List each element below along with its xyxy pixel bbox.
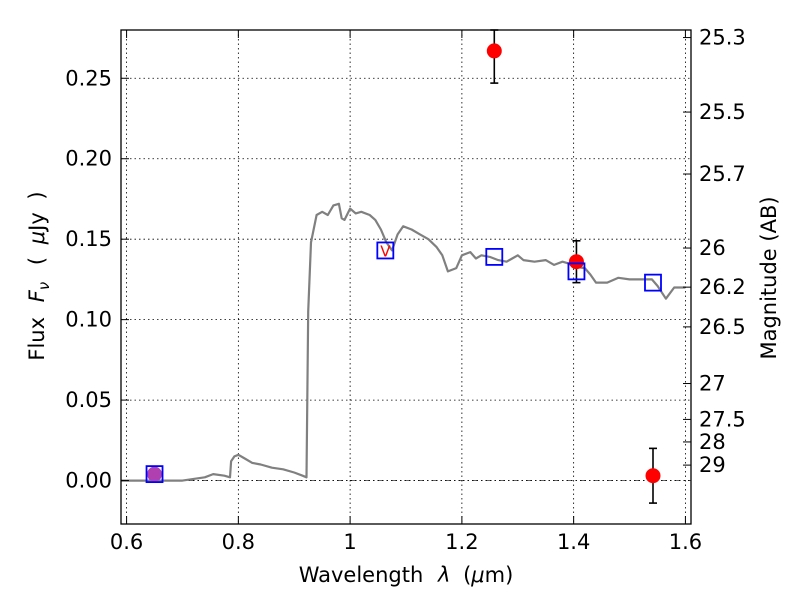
x-tick-label: 1 [343,530,356,554]
model-flux-square [567,262,586,281]
y-tick-label: 0.25 [65,66,112,90]
y2-tick-label: 29 [699,453,726,477]
x-tick-label: 1.4 [557,530,590,554]
y2-tick-label: 26 [699,236,726,260]
y-tick-label: 0.10 [65,308,112,332]
axis-ticks: 0.6 0.8 1 1.2 1.4 1.6 0.00 0.05 0.10 0.15 0.20 0.25… [65,26,746,554]
grid-lines [121,30,691,524]
upper-limit-marker: V [380,242,391,260]
observed-flux-point [486,43,502,59]
y-tick-label: 0.05 [65,388,112,412]
y2-tick-label: 25.5 [699,100,746,124]
y-axis-label: Flux Fν ( μJy ) [25,191,54,360]
observed-flux-point [568,254,584,270]
y-tick-label: 0.15 [65,227,112,251]
observed-flux-point [147,466,163,482]
x-axis-label: Wavelength λ (μm) [299,563,514,587]
model-flux-square [145,465,164,484]
y2-axis-label: Magnitude (AB) [757,196,781,359]
model-flux-square [644,273,662,292]
y2-tick-label: 25.3 [699,26,746,50]
x-tick-label: 1.6 [669,530,702,554]
plot-frame [120,29,692,525]
y2-tick-label: 27 [699,372,726,396]
y2-tick-label: 25.7 [699,162,746,186]
model-flux-square [485,247,504,266]
x-tick-label: 0.8 [222,530,255,554]
y-tick-label: 0.20 [65,147,112,171]
x-tick-label: 1.2 [445,530,478,554]
data-series: V [121,29,686,504]
y2-tick-label: 27.5 [699,407,746,431]
y2-tick-label: 28 [699,430,726,454]
y-tick-label: 0.00 [65,469,112,493]
y2-tick-label: 26.5 [699,315,746,339]
observed-flux-point [645,468,661,484]
y2-tick-label: 26.2 [699,275,746,299]
x-tick-label: 0.6 [110,530,143,554]
model-flux-square [376,241,395,260]
